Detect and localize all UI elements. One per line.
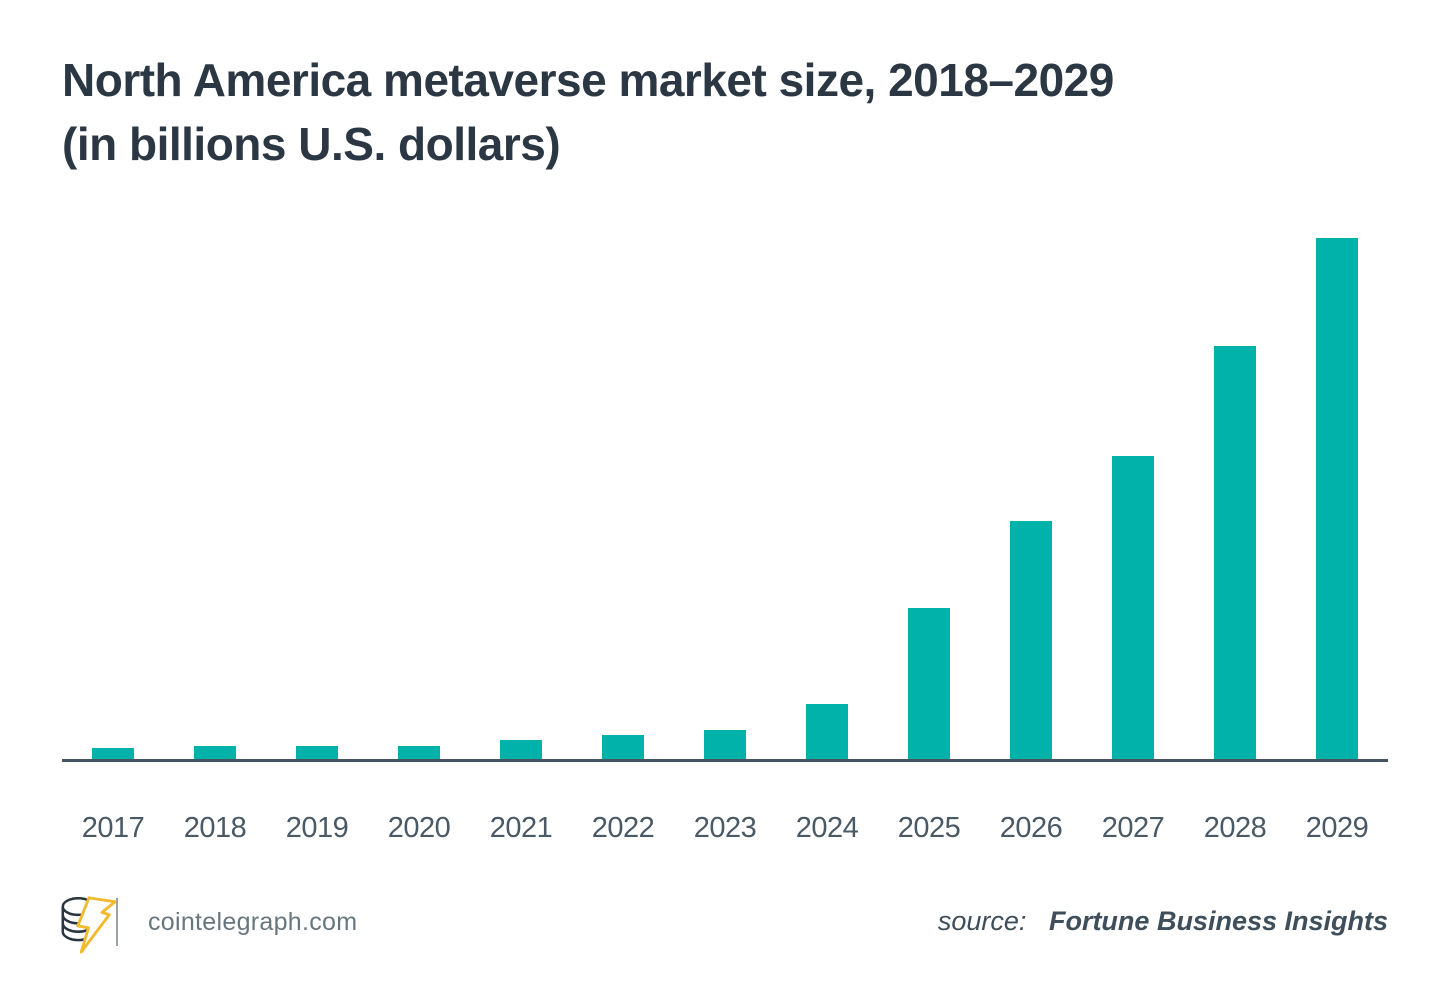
bar-2018 <box>194 746 236 760</box>
bar-slot <box>776 238 878 760</box>
bar-slot <box>674 238 776 760</box>
bar-2025 <box>908 608 950 760</box>
bar-2017 <box>92 748 134 760</box>
bar-slot <box>980 238 1082 760</box>
x-tick-2018: 2018 <box>183 812 247 844</box>
bar-slot <box>878 238 980 760</box>
bar-slot <box>368 238 470 760</box>
x-tick-2024: 2024 <box>795 812 859 844</box>
x-tick-2020: 2020 <box>387 812 451 844</box>
x-tick-2017: 2017 <box>81 812 145 844</box>
bar-slot <box>1082 238 1184 760</box>
x-tick-2023: 2023 <box>693 812 757 844</box>
bar-chart-plot-area <box>62 238 1388 760</box>
bar-2024 <box>806 704 848 760</box>
source-label: source: <box>937 906 1027 936</box>
x-tick-2019: 2019 <box>285 812 349 844</box>
bar-slot <box>572 238 674 760</box>
bar-2023 <box>704 730 746 760</box>
bar-slot <box>62 238 164 760</box>
x-axis-tick-labels: 2017 2018 2019 2020 2021 2022 2023 2024 2025 2026… <box>62 812 1388 845</box>
chart-title-line1: North America metaverse market size, 201… <box>62 54 1114 106</box>
source-name: Fortune Business Insights <box>1048 906 1388 936</box>
x-tick-2026: 2026 <box>999 812 1063 844</box>
footer-divider <box>116 898 118 946</box>
bar-2019 <box>296 746 338 760</box>
bar-2027 <box>1112 456 1154 760</box>
x-tick-2028: 2028 <box>1203 812 1267 844</box>
bar-2021 <box>500 740 542 760</box>
bar-2020 <box>398 746 440 760</box>
source-attribution: source: Fortune Business Insights <box>938 906 1388 937</box>
bar-slot <box>1184 238 1286 760</box>
x-tick-2029: 2029 <box>1305 812 1369 844</box>
bar-slot <box>470 238 572 760</box>
bar-slot <box>266 238 368 760</box>
bar-2026 <box>1010 521 1052 760</box>
x-tick-2027: 2027 <box>1101 812 1165 844</box>
bar-slot <box>164 238 266 760</box>
chart-title: North America metaverse market size, 201… <box>62 48 1114 176</box>
cointelegraph-logo-icon <box>61 896 117 954</box>
x-tick-2022: 2022 <box>591 812 655 844</box>
chart-title-line2: (in billions U.S. dollars) <box>62 118 561 170</box>
bar-2028 <box>1214 346 1256 760</box>
x-tick-2021: 2021 <box>489 812 553 844</box>
footer: cointelegraph.com source: Fortune Busine… <box>0 885 1450 965</box>
site-name: cointelegraph.com <box>148 908 358 936</box>
x-axis-line <box>62 759 1388 762</box>
bar-2029 <box>1316 238 1358 760</box>
bar-2022 <box>602 735 644 760</box>
x-tick-2025: 2025 <box>897 812 961 844</box>
bar-slot <box>1286 238 1388 760</box>
